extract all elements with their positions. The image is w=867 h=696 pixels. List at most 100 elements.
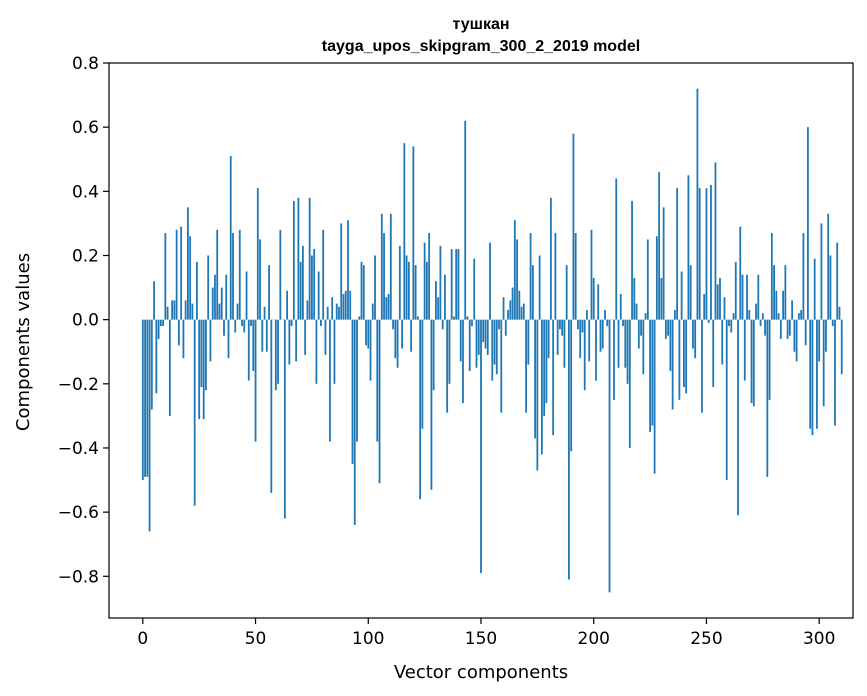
bar-192: [574, 233, 577, 320]
bar-211: [617, 319, 620, 368]
bar-306: [831, 319, 834, 327]
bar-71: [301, 245, 304, 320]
bar-121: [414, 265, 417, 320]
bar-59: [274, 319, 277, 391]
bar-251: [707, 319, 710, 323]
y-tick-label: −0.6: [58, 503, 99, 523]
bar-108: [385, 297, 388, 320]
bar-158: [498, 319, 500, 330]
chart-title-line1: тушкан: [452, 16, 509, 33]
bar-2: [146, 319, 149, 477]
bar-19: [184, 300, 187, 320]
y-tick-label: −0.4: [58, 439, 99, 459]
bar-63: [283, 319, 286, 519]
bar-152: [484, 319, 487, 349]
bar-54: [263, 306, 266, 320]
bar-97: [360, 261, 363, 320]
bar-157: [495, 319, 498, 375]
bar-226: [651, 319, 654, 426]
bar-267: [743, 319, 746, 381]
bar-17: [180, 226, 183, 320]
bar-307: [834, 319, 836, 426]
bar-78: [317, 271, 320, 320]
bar-162: [507, 310, 509, 320]
bar-83: [329, 319, 331, 442]
bar-218: [633, 277, 636, 320]
x-tick-label: 200: [578, 629, 610, 649]
bar-106: [380, 213, 383, 320]
bar-136: [448, 319, 451, 384]
bar-149: [477, 319, 480, 355]
bar-115: [401, 319, 403, 349]
bar-137: [450, 249, 453, 320]
bar-187: [563, 319, 566, 368]
bar-299: [816, 319, 818, 429]
bar-170: [525, 319, 527, 413]
bar-26: [200, 319, 203, 388]
bar-276: [764, 319, 766, 336]
bar-232: [664, 319, 667, 339]
bar-38: [227, 319, 230, 359]
bar-0: [141, 319, 144, 481]
bar-61: [279, 229, 282, 320]
bar-77: [315, 319, 318, 384]
bar-150: [480, 319, 482, 574]
bar-29: [207, 255, 210, 320]
bar-5: [153, 281, 155, 320]
bar-201: [595, 319, 597, 381]
bar-140: [457, 249, 460, 320]
bar-143: [464, 120, 467, 320]
bar-196: [583, 319, 586, 391]
bar-239: [680, 271, 683, 320]
bar-10: [164, 233, 167, 320]
bar-283: [779, 319, 782, 339]
bar-145: [468, 319, 471, 371]
bar-7: [157, 319, 160, 339]
bar-236: [673, 310, 676, 320]
x-axis-label: Vector components: [394, 662, 568, 683]
bar-79: [320, 319, 322, 327]
bar-286: [786, 319, 789, 339]
bar-217: [631, 200, 633, 320]
x-tick-label: 100: [352, 629, 384, 649]
bar-107: [383, 233, 385, 320]
bar-191: [572, 133, 575, 320]
bar-153: [486, 319, 489, 355]
bar-238: [678, 319, 681, 400]
bar-242: [687, 175, 690, 320]
bar-151: [482, 319, 485, 343]
bar-207: [608, 319, 611, 593]
bar-42: [236, 303, 239, 320]
bar-18: [182, 319, 185, 359]
x-tick-label: 150: [465, 629, 497, 649]
bar-266: [741, 274, 744, 320]
bar-198: [588, 319, 591, 362]
bar-13: [171, 300, 174, 320]
bar-209: [613, 319, 615, 400]
bar-122: [416, 316, 419, 320]
bar-55: [265, 319, 268, 352]
y-tick-label: 0.4: [72, 182, 99, 202]
bar-133: [441, 319, 444, 330]
bar-220: [637, 319, 640, 349]
bar-174: [534, 319, 537, 439]
bar-271: [752, 319, 755, 407]
bar-269: [748, 310, 751, 320]
bar-35: [220, 287, 223, 320]
bar-197: [586, 310, 588, 320]
bar-163: [509, 300, 512, 320]
bar-193: [577, 319, 579, 330]
bar-167: [518, 290, 521, 320]
bar-214: [624, 319, 627, 368]
bar-16: [177, 319, 180, 346]
bar-93: [351, 319, 354, 465]
bar-114: [398, 245, 401, 320]
bar-250: [705, 188, 708, 320]
bar-139: [455, 249, 458, 320]
bar-51: [256, 188, 259, 320]
bar-101: [369, 319, 372, 381]
bar-65: [288, 319, 291, 365]
bar-210: [615, 178, 618, 320]
bar-274: [759, 319, 762, 327]
bar-132: [439, 245, 442, 320]
